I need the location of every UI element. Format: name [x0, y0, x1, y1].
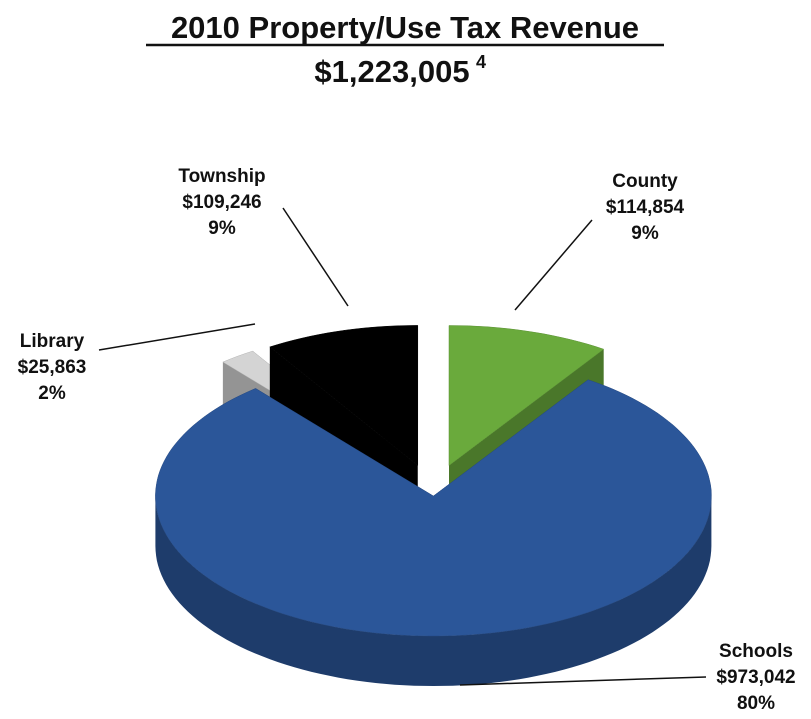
slice-value-label: $114,854	[606, 197, 685, 218]
leader-line	[514, 219, 593, 311]
slice-percent-label: 9%	[631, 223, 659, 244]
leader-line	[282, 207, 349, 307]
slice-percent-label: 2%	[38, 383, 66, 404]
slice-percent-label: 9%	[208, 218, 236, 239]
slice-rim	[155, 496, 712, 686]
chart-title: 2010 Property/Use Tax Revenue	[171, 10, 639, 45]
leader-line	[459, 676, 707, 686]
chart-subtitle: $1,223,005	[314, 54, 469, 89]
slice	[155, 379, 712, 686]
slice-value-label: $109,246	[182, 192, 261, 213]
slice-top	[448, 325, 605, 466]
slice-label: Schools	[719, 641, 793, 662]
slice-top	[155, 379, 712, 637]
slice-label: Library	[20, 331, 85, 352]
footnote-mark: 4	[476, 52, 486, 72]
slice-label: Township	[178, 166, 265, 187]
slice-label: County	[612, 171, 678, 192]
slice-top	[269, 325, 419, 466]
slice-value-label: $25,863	[18, 357, 87, 378]
slice-percent-label: 80%	[737, 693, 775, 714]
leader-line	[98, 323, 256, 351]
slice-value-label: $973,042	[716, 667, 795, 688]
